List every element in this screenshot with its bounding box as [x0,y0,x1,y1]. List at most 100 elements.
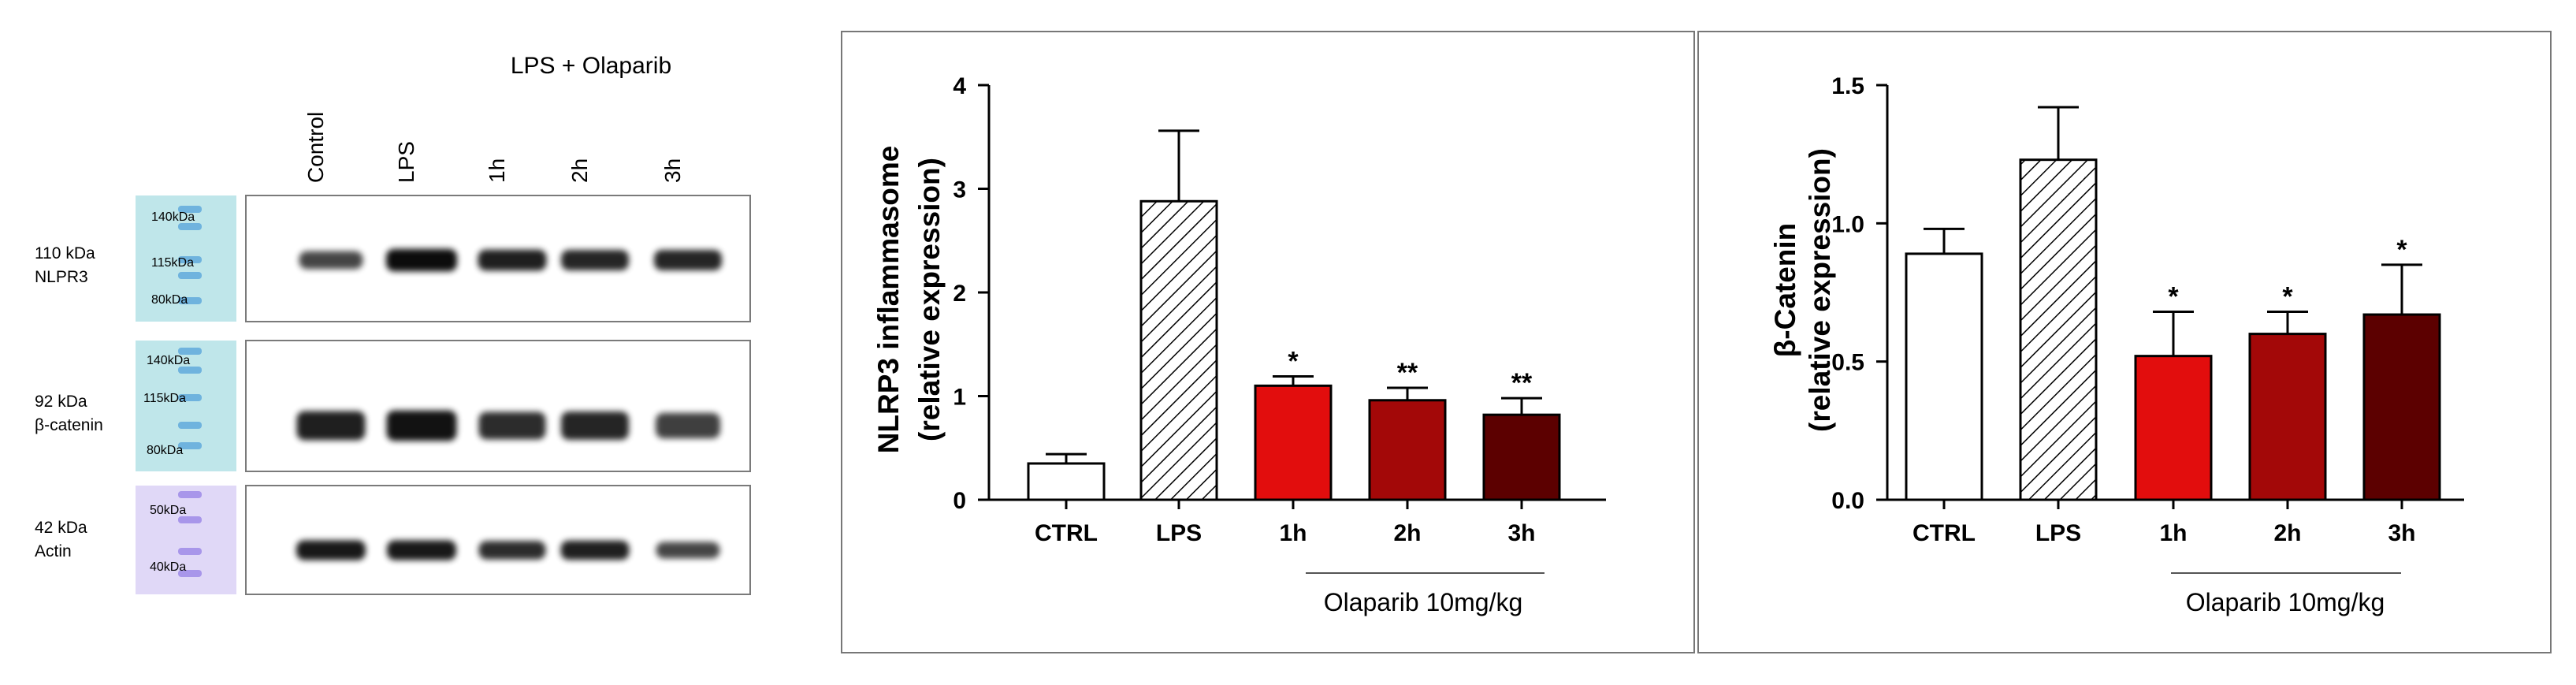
significance-marker: * [2282,282,2293,312]
blot-protein-label: β-catenin [35,416,103,434]
blot-row-nlrp3: 110 kDa NLPR3 140kDa 115kDa 80kDa [35,195,751,322]
blot-band [478,411,546,440]
blot-band [656,412,720,439]
y-tick-label: 0.5 [1831,350,1864,376]
y-axis-label-sub: (relative expression) [913,158,946,441]
y-axis-label: β-Catenin [1769,223,1801,358]
blot-membrane [245,340,751,472]
ladder-marker-image [136,341,236,471]
x-tick-label: CTRL [1035,520,1098,546]
blot-band [296,411,366,441]
significance-marker: * [2396,235,2407,265]
bar-3h [1482,413,1561,501]
y-tick-label: 1 [953,385,966,411]
x-axis-group-label: Olaparib 10mg/kg [1324,588,1523,616]
bar-ctrl [1905,252,1983,501]
ladder-label: 40kDa [150,560,186,574]
blot-band [386,410,457,441]
ladder-label: 140kDa [151,210,195,224]
x-tick-label: CTRL [1912,520,1976,546]
blot-band [299,251,363,270]
blot-band [387,540,456,560]
blot-size-label: 92 kDa [35,393,87,411]
ladder-band [178,422,202,429]
lane-labels: Control LPS 1h 2h 3h [303,112,685,183]
bar-ctrl [1027,462,1106,501]
blot-row-actin: 42 kDa Actin 50kDa 40kDa [35,485,751,595]
blot-row-beta-catenin: 92 kDa β-catenin 140kDa 115kDa 80kDa [35,340,751,472]
ladder-band [178,256,202,263]
y-tick-label: 4 [953,73,966,99]
x-tick-label: 3h [2388,520,2415,546]
lane-label: 3h [660,158,685,183]
nlrp3-bar-chart: NLRP3 inflammasome (relative expression)… [872,73,1606,616]
blot-band [478,249,547,271]
blot-band [654,250,722,270]
blot-band [561,411,629,440]
ladder-label: 115kDa [143,392,186,405]
y-tick-label: 3 [953,177,966,203]
x-tick-label: 2h [2273,520,2301,546]
chart-frame-nlrp3 [841,31,1695,653]
bar-1h [2134,355,2213,501]
significance-marker: ** [1511,368,1533,398]
ladder-band [178,223,202,230]
bar-2h [2248,333,2327,501]
blot-band [656,542,720,559]
ladder-band [178,548,202,555]
ladder-band [178,272,202,279]
bar-lps [2019,158,2098,501]
x-tick-label: 1h [2159,520,2187,546]
blot-size-label: 42 kDa [35,519,87,537]
blot-bands [296,540,720,560]
ladder-band [178,348,202,355]
lane-label: LPS [394,141,418,183]
x-axis-group-label: Olaparib 10mg/kg [2186,588,2385,616]
ladder-band [178,570,202,577]
treatment-header: LPS + Olaparib [511,53,671,79]
ladder-band [178,297,202,304]
blot-bands [299,248,722,272]
lane-label: 1h [485,158,509,183]
western-blot-panel: LPS + Olaparib Control LPS 1h 2h 3h 110 kDa … [35,53,751,595]
significance-marker: * [2168,282,2179,312]
y-tick-label: 0.0 [1831,488,1864,514]
significance-marker: * [1288,347,1299,377]
blot-protein-label: NLPR3 [35,268,88,286]
ladder-label: 140kDa [147,354,190,367]
blot-band [478,541,546,560]
ladder-label: 80kDa [151,293,188,307]
ladder-band [178,491,202,498]
ladder-label: 50kDa [150,504,186,517]
beta-catenin-bar-chart: β-Catenin (relative expression) Olaparib… [1769,73,2464,616]
lane-label: Control [303,112,328,183]
ladder-band [178,367,202,374]
bar-3h [2362,313,2441,501]
ladder-label: 80kDa [147,444,183,457]
x-tick-label: 3h [1507,520,1535,546]
ladder-marker-image [136,486,236,594]
blot-membrane [245,485,751,595]
y-tick-label: 1.5 [1831,73,1864,99]
blot-band [560,540,630,560]
x-tick-label: 2h [1393,520,1421,546]
significance-marker: ** [1397,358,1418,388]
y-tick-label: 1.0 [1831,211,1864,237]
bar-2h [1368,399,1447,501]
ladder-label: 115kDa [151,256,194,270]
bar-1h [1254,384,1333,501]
blot-bands [296,410,720,441]
y-axis-label: NLRP3 inflammasome [872,146,905,454]
y-axis-label-sub: (relative expression) [1804,148,1836,432]
ladder-band [178,206,202,213]
blot-band [561,250,629,270]
y-tick-label: 0 [953,488,966,514]
blot-band [386,248,457,272]
x-tick-label: LPS [2035,520,2081,546]
bar-lps [1139,199,1218,501]
ladder-band [178,394,202,401]
ladder-band [178,442,202,449]
ladder-band [178,516,202,523]
lane-label: 2h [567,158,592,183]
